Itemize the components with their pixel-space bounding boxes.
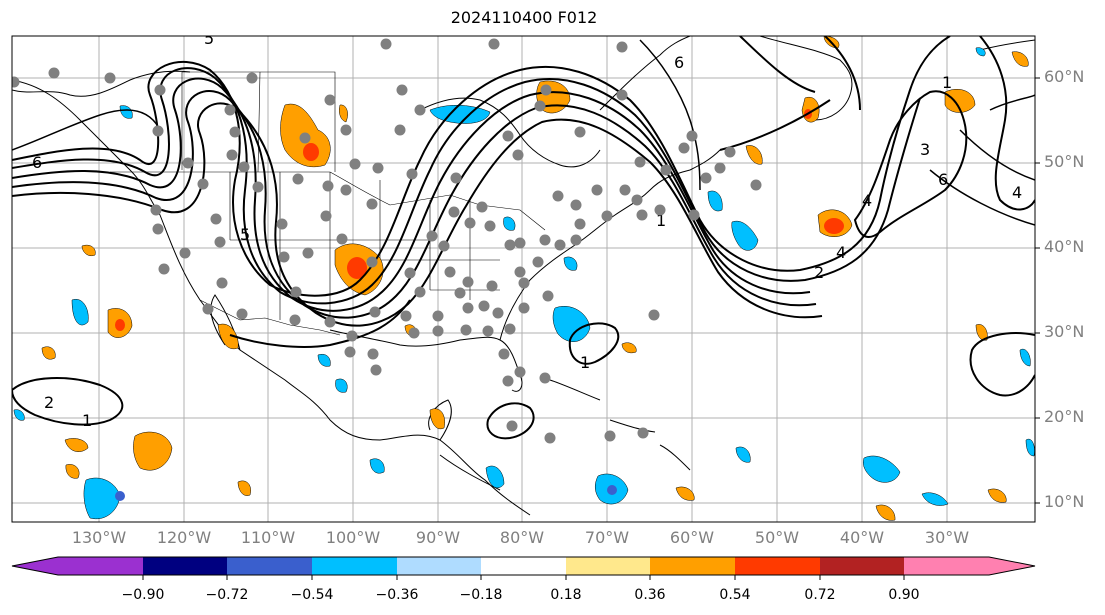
colorbar-tick-label: 0.18 (550, 587, 582, 603)
contour-label: 6 (938, 170, 948, 189)
contour-label: 5 (204, 29, 214, 48)
colorbar-tick-label: 0.72 (804, 587, 836, 603)
contour-lines-secondary (12, 39, 1035, 226)
contour-label: 4 (1012, 183, 1022, 202)
colorbar-tick-label: 0.36 (634, 587, 666, 603)
colorbar (11, 556, 1036, 580)
lon-label: 80°W (499, 528, 545, 547)
colorbar-tick-label: −0.36 (375, 587, 419, 603)
contour-label: 1 (580, 353, 590, 372)
shaded-negative (13, 47, 1035, 520)
contour-label: 6 (674, 53, 684, 72)
contour-label: 3 (920, 140, 930, 159)
colorbar-tick-label: −0.18 (459, 587, 503, 603)
lon-label: 30°W (924, 528, 970, 547)
lat-label: 30°N (1044, 322, 1085, 341)
contour-label: 4 (836, 243, 846, 262)
contour-label: 5 (240, 225, 250, 244)
coastlines (12, 36, 1035, 516)
station-markers (12, 38, 762, 444)
contour-label: 2 (44, 393, 54, 412)
contour-label: 6 (32, 153, 42, 172)
contour-label: 4 (862, 191, 872, 210)
lat-label: 40°N (1044, 237, 1085, 256)
lon-label: 60°W (669, 528, 715, 547)
lon-label: 120°W (156, 528, 212, 547)
lon-label: 90°W (415, 528, 461, 547)
lat-label: 60°N (1044, 67, 1085, 86)
colorbar-tick-label: 0.54 (719, 587, 751, 603)
map-frame (11, 35, 1036, 523)
colorbar-extend-high (989, 557, 1035, 575)
lon-label: 110°W (240, 528, 296, 547)
lat-label: 50°N (1044, 152, 1085, 171)
lon-label: 100°W (325, 528, 381, 547)
colorbar-extend-low (12, 557, 58, 575)
colorbar-tick-label: −0.54 (290, 587, 334, 603)
lon-label: 130°W (71, 528, 127, 547)
lon-label: 70°W (584, 528, 630, 547)
map-title: 2024110400 F012 (450, 8, 598, 27)
colorbar-tick-label: −0.72 (205, 587, 249, 603)
lat-ticks (1035, 77, 1040, 504)
lon-label: 50°W (754, 528, 800, 547)
contour-label: 1 (942, 73, 952, 92)
lat-label: 20°N (1044, 407, 1085, 426)
lon-label: 40°W (839, 528, 885, 547)
contour-lines (12, 36, 1035, 440)
contour-label-group: 6 5 4 3 4 2 2 1 1 6 4 6 1 1 5 (32, 29, 1022, 430)
contour-label: 1 (656, 211, 666, 230)
contour-label: 2 (814, 263, 824, 282)
contour-label: 1 (82, 411, 92, 430)
lat-label: 10°N (1044, 492, 1085, 511)
colorbar-tick-label: 0.90 (888, 587, 920, 603)
colorbar-tick-label: −0.90 (121, 587, 165, 603)
